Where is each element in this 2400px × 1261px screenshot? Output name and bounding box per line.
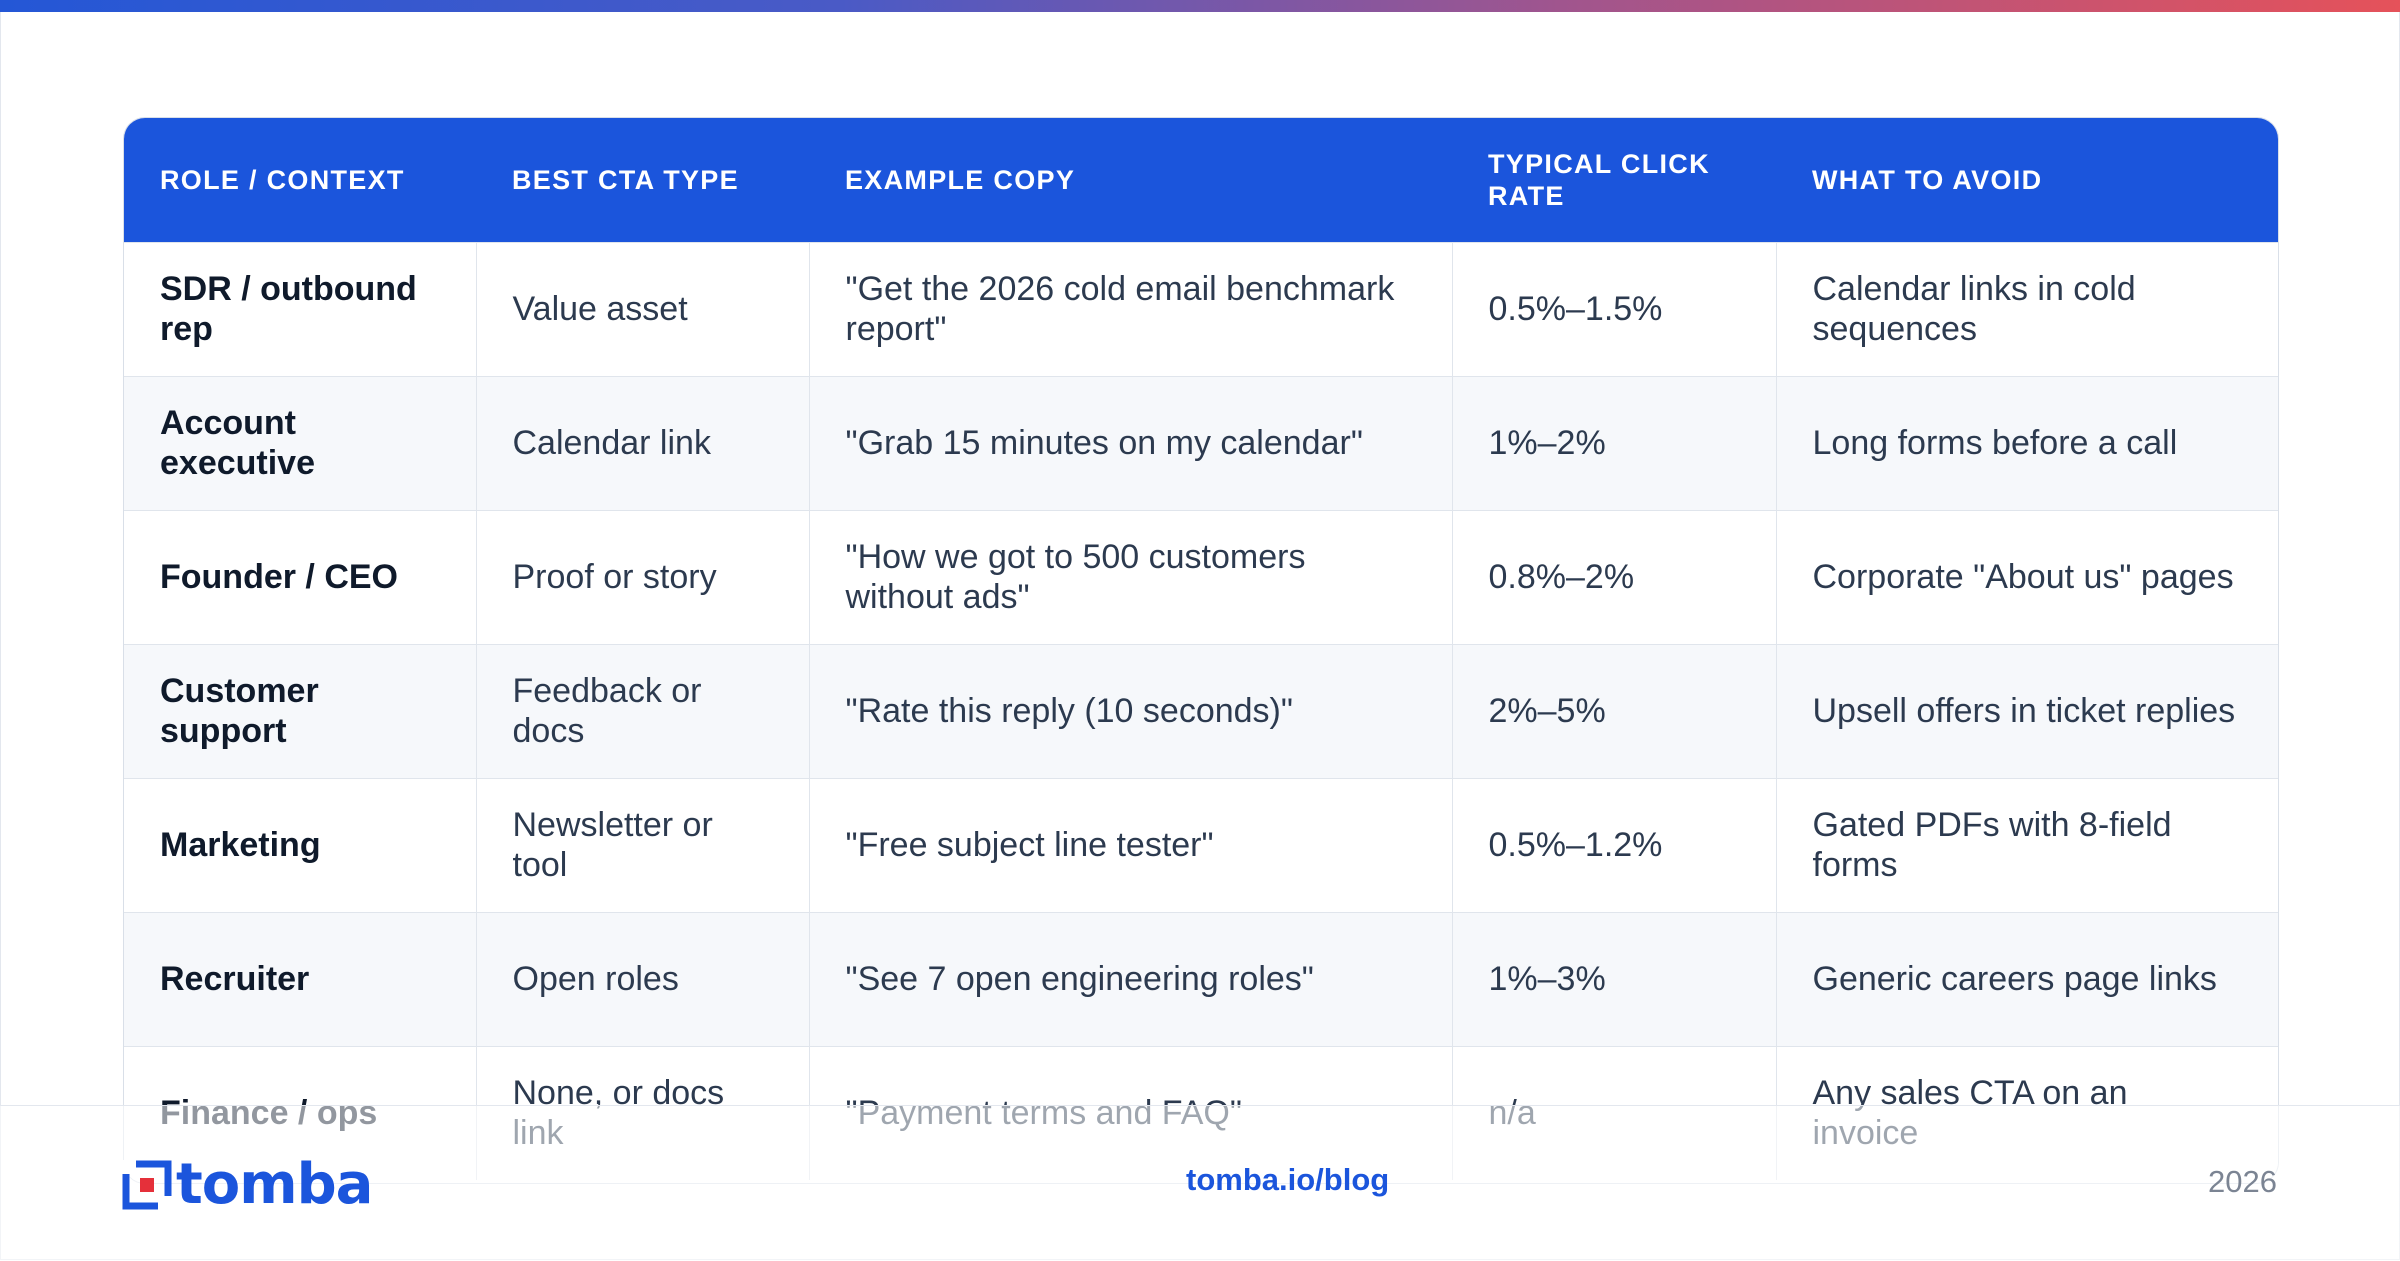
cell-cta-type: Calendar link [475,375,809,510]
header-typical-click-rate: TYPICAL CLICK RATE [1488,148,1710,211]
cell-click-rate: 0.5%–1.2% [1451,777,1776,912]
header-what-to-avoid: WHAT TO AVOID [1812,164,2043,195]
table-header-row: ROLE / CONTEXT BEST CTA TYPE EXAMPLE COP… [124,118,2278,242]
cell-avoid: Generic careers page links [1775,911,2278,1046]
footer-year: 2026 [2208,1164,2277,1199]
cell-cta-type: Newsletter or tool [475,777,809,912]
table-row: SDR / outbound rep Value asset "Get the … [124,241,2278,376]
cell-role: Founder / CEO [124,509,476,644]
header-role-context: ROLE / CONTEXT [160,164,405,195]
tomba-logo-icon [122,1160,172,1210]
table-row: Recruiter Open roles "See 7 open enginee… [124,911,2278,1046]
cell-avoid: Long forms before a call [1775,375,2278,510]
cell-cta-type: Feedback or docs [475,643,809,778]
cell-role: Account executive [124,375,476,510]
tomba-logo[interactable]: tomba [122,1152,373,1217]
footer-panel [0,1105,2400,1261]
cta-table: ROLE / CONTEXT BEST CTA TYPE EXAMPLE COP… [124,118,2278,1180]
logo-wordmark: tomba [176,1152,373,1217]
cell-avoid: Upsell offers in ticket replies [1775,643,2278,778]
cell-example-copy: "Rate this reply (10 seconds)" [808,643,1452,778]
cell-example-copy: "Free subject line tester" [808,777,1452,912]
cell-example-copy: "How we got to 500 customers without ads… [808,509,1452,644]
header-best-cta-type: BEST CTA TYPE [512,164,739,195]
cell-role: Marketing [124,777,476,912]
cell-click-rate: 1%–2% [1451,375,1776,510]
cell-role: SDR / outbound rep [124,241,476,376]
cell-avoid: Calendar links in cold sequences [1775,241,2278,376]
cell-avoid: Corporate "About us" pages [1775,509,2278,644]
cell-avoid: Gated PDFs with 8-field forms [1775,777,2278,912]
cell-role: Customer support [124,643,476,778]
cell-example-copy: "Get the 2026 cold email benchmark repor… [808,241,1452,376]
cta-table-card: ROLE / CONTEXT BEST CTA TYPE EXAMPLE COP… [123,117,2279,1184]
table-row: Customer support Feedback or docs "Rate … [124,643,2278,778]
cell-cta-type: Proof or story [475,509,809,644]
cell-example-copy: "See 7 open engineering roles" [808,911,1452,1046]
blog-link[interactable]: tomba.io/blog [1186,1162,1390,1197]
cell-click-rate: 2%–5% [1451,643,1776,778]
cell-role: Recruiter [124,911,476,1046]
top-gradient-bar [0,0,2400,12]
cell-click-rate: 0.5%–1.5% [1451,241,1776,376]
table-row: Marketing Newsletter or tool "Free subje… [124,777,2278,912]
table-row: Account executive Calendar link "Grab 15… [124,375,2278,510]
cell-example-copy: "Grab 15 minutes on my calendar" [808,375,1452,510]
header-example-copy: EXAMPLE COPY [845,164,1076,195]
table-row: Founder / CEO Proof or story "How we got… [124,509,2278,644]
cell-cta-type: Value asset [475,241,809,376]
cell-click-rate: 0.8%–2% [1451,509,1776,644]
cell-click-rate: 1%–3% [1451,911,1776,1046]
cell-cta-type: Open roles [475,911,809,1046]
